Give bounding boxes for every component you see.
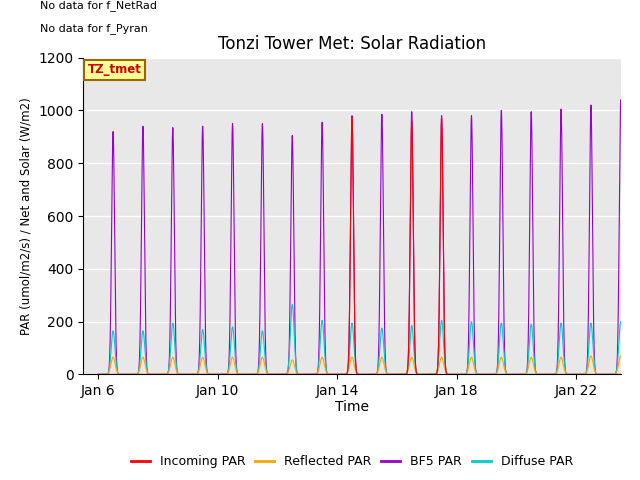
Text: No data for f_NetRad: No data for f_NetRad (40, 0, 157, 12)
Text: TZ_tmet: TZ_tmet (88, 63, 141, 76)
Y-axis label: PAR (umol/m2/s) / Net and Solar (W/m2): PAR (umol/m2/s) / Net and Solar (W/m2) (20, 97, 33, 335)
Title: Tonzi Tower Met: Solar Radiation: Tonzi Tower Met: Solar Radiation (218, 35, 486, 53)
Legend: Incoming PAR, Reflected PAR, BF5 PAR, Diffuse PAR: Incoming PAR, Reflected PAR, BF5 PAR, Di… (126, 450, 578, 473)
X-axis label: Time: Time (335, 399, 369, 413)
Text: No data for f_Pyran: No data for f_Pyran (40, 23, 148, 34)
